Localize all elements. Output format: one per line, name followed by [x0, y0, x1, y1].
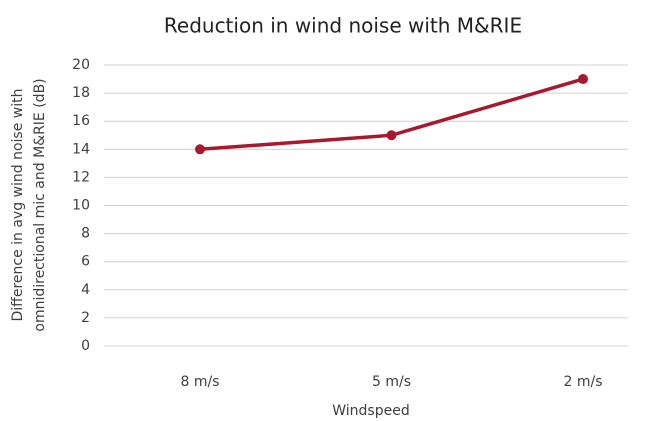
y-tick-label: 12 — [72, 169, 90, 185]
y-tick-label: 20 — [72, 57, 90, 73]
y-tick-label: 6 — [81, 254, 90, 270]
y-tick-label: 16 — [72, 113, 90, 129]
x-tick-label: 5 m/s — [372, 374, 411, 390]
x-tick-label: 2 m/s — [563, 374, 602, 390]
data-point — [195, 144, 205, 155]
chart-title: Reduction in wind noise with M&RIE — [164, 14, 522, 38]
data-point — [578, 74, 588, 85]
y-tick-label: 0 — [81, 338, 90, 354]
y-tick-label: 4 — [81, 282, 90, 298]
y-tick-label: 14 — [72, 141, 90, 157]
y-axis-label: Difference in avg wind noise with — [10, 89, 26, 322]
x-axis-label: Windspeed — [332, 403, 409, 419]
y-tick-label: 10 — [72, 198, 90, 214]
y-tick-label: 2 — [81, 310, 90, 326]
y-tick-label: 8 — [81, 226, 90, 242]
data-point — [386, 130, 397, 141]
x-tick-label: 8 m/s — [180, 374, 219, 390]
y-axis-label: omnidirectional mic and M&RIE (dB) — [32, 78, 48, 331]
y-tick-label: 18 — [72, 85, 90, 101]
